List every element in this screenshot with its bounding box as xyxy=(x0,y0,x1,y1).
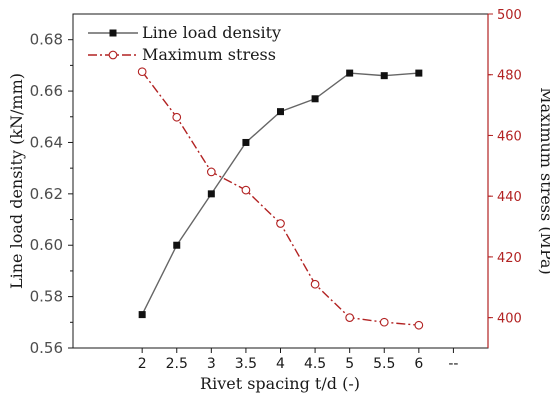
x-tick-label: 5 xyxy=(345,356,354,372)
legend-label-1: Line load density xyxy=(142,23,281,42)
right-tick-label: 460 xyxy=(497,129,522,144)
series-1-point xyxy=(242,138,250,146)
left-tick-label: 0.68 xyxy=(30,31,63,49)
right-y-axis: 400 420 440 460 480 500 xyxy=(487,8,522,348)
series-1-point xyxy=(346,69,354,77)
series-2-point xyxy=(241,185,251,195)
series-1-point xyxy=(380,72,388,80)
x-tick-label: 4 xyxy=(276,356,285,372)
series-2-point xyxy=(276,219,285,228)
x-tick-label: 2.5 xyxy=(166,356,188,372)
series-1-point xyxy=(277,108,284,116)
right-axis-label: Maximum stress (MPa) xyxy=(537,87,550,275)
x-tick-label: 2 xyxy=(138,356,147,372)
series-1-point xyxy=(173,241,181,249)
series-1-point xyxy=(415,69,423,77)
legend-label-2: Maximum stress xyxy=(142,45,276,64)
right-tick-label: 400 xyxy=(497,312,522,327)
x-tick-label: 4.5 xyxy=(304,356,326,372)
left-tick-label: 0.56 xyxy=(30,339,63,357)
legend-marker-2 xyxy=(108,50,118,60)
left-tick-label: 0.62 xyxy=(30,185,63,203)
x-axis: 2 2.5 3 3.5 4 4.5 5 5.5 6 -- xyxy=(138,348,458,372)
left-tick-label: 0.64 xyxy=(30,133,63,151)
right-tick-label: 480 xyxy=(497,69,522,84)
series-1-point xyxy=(207,190,215,198)
left-y-axis: 0.56 0.58 0.60 0.62 0.64 0.66 0.68 xyxy=(30,31,73,357)
left-tick-label: 0.58 xyxy=(30,288,63,306)
series-2-point xyxy=(310,279,320,289)
right-tick-label: 500 xyxy=(497,8,522,23)
left-axis-label: Line load density (kN/mm) xyxy=(7,73,26,289)
legend-marker-1 xyxy=(109,29,117,37)
plot-frame xyxy=(72,13,489,349)
x-tick-label: 6 xyxy=(414,356,423,372)
series-1-point xyxy=(138,311,146,319)
left-tick-label: 0.66 xyxy=(30,82,63,100)
right-tick-label: 420 xyxy=(497,251,522,266)
right-tick-label: 440 xyxy=(497,190,522,205)
x-tick-label: 3.5 xyxy=(235,356,257,372)
x-tick-label: -- xyxy=(448,356,458,372)
x-axis-label: Rivet spacing t/d (-) xyxy=(200,374,360,393)
series-2-point xyxy=(414,320,424,330)
series-1-point xyxy=(311,95,319,103)
series-2-point xyxy=(137,67,147,77)
x-tick-label: 3 xyxy=(207,356,216,372)
series-layer xyxy=(137,67,424,330)
series-2-point xyxy=(345,313,355,322)
left-tick-label: 0.60 xyxy=(30,236,63,254)
series-2-point xyxy=(172,112,182,122)
series-2-point xyxy=(206,167,216,177)
x-tick-label: 5.5 xyxy=(373,356,395,372)
legend: Line load density Maximum stress xyxy=(88,23,281,64)
series-2-point xyxy=(379,317,389,327)
